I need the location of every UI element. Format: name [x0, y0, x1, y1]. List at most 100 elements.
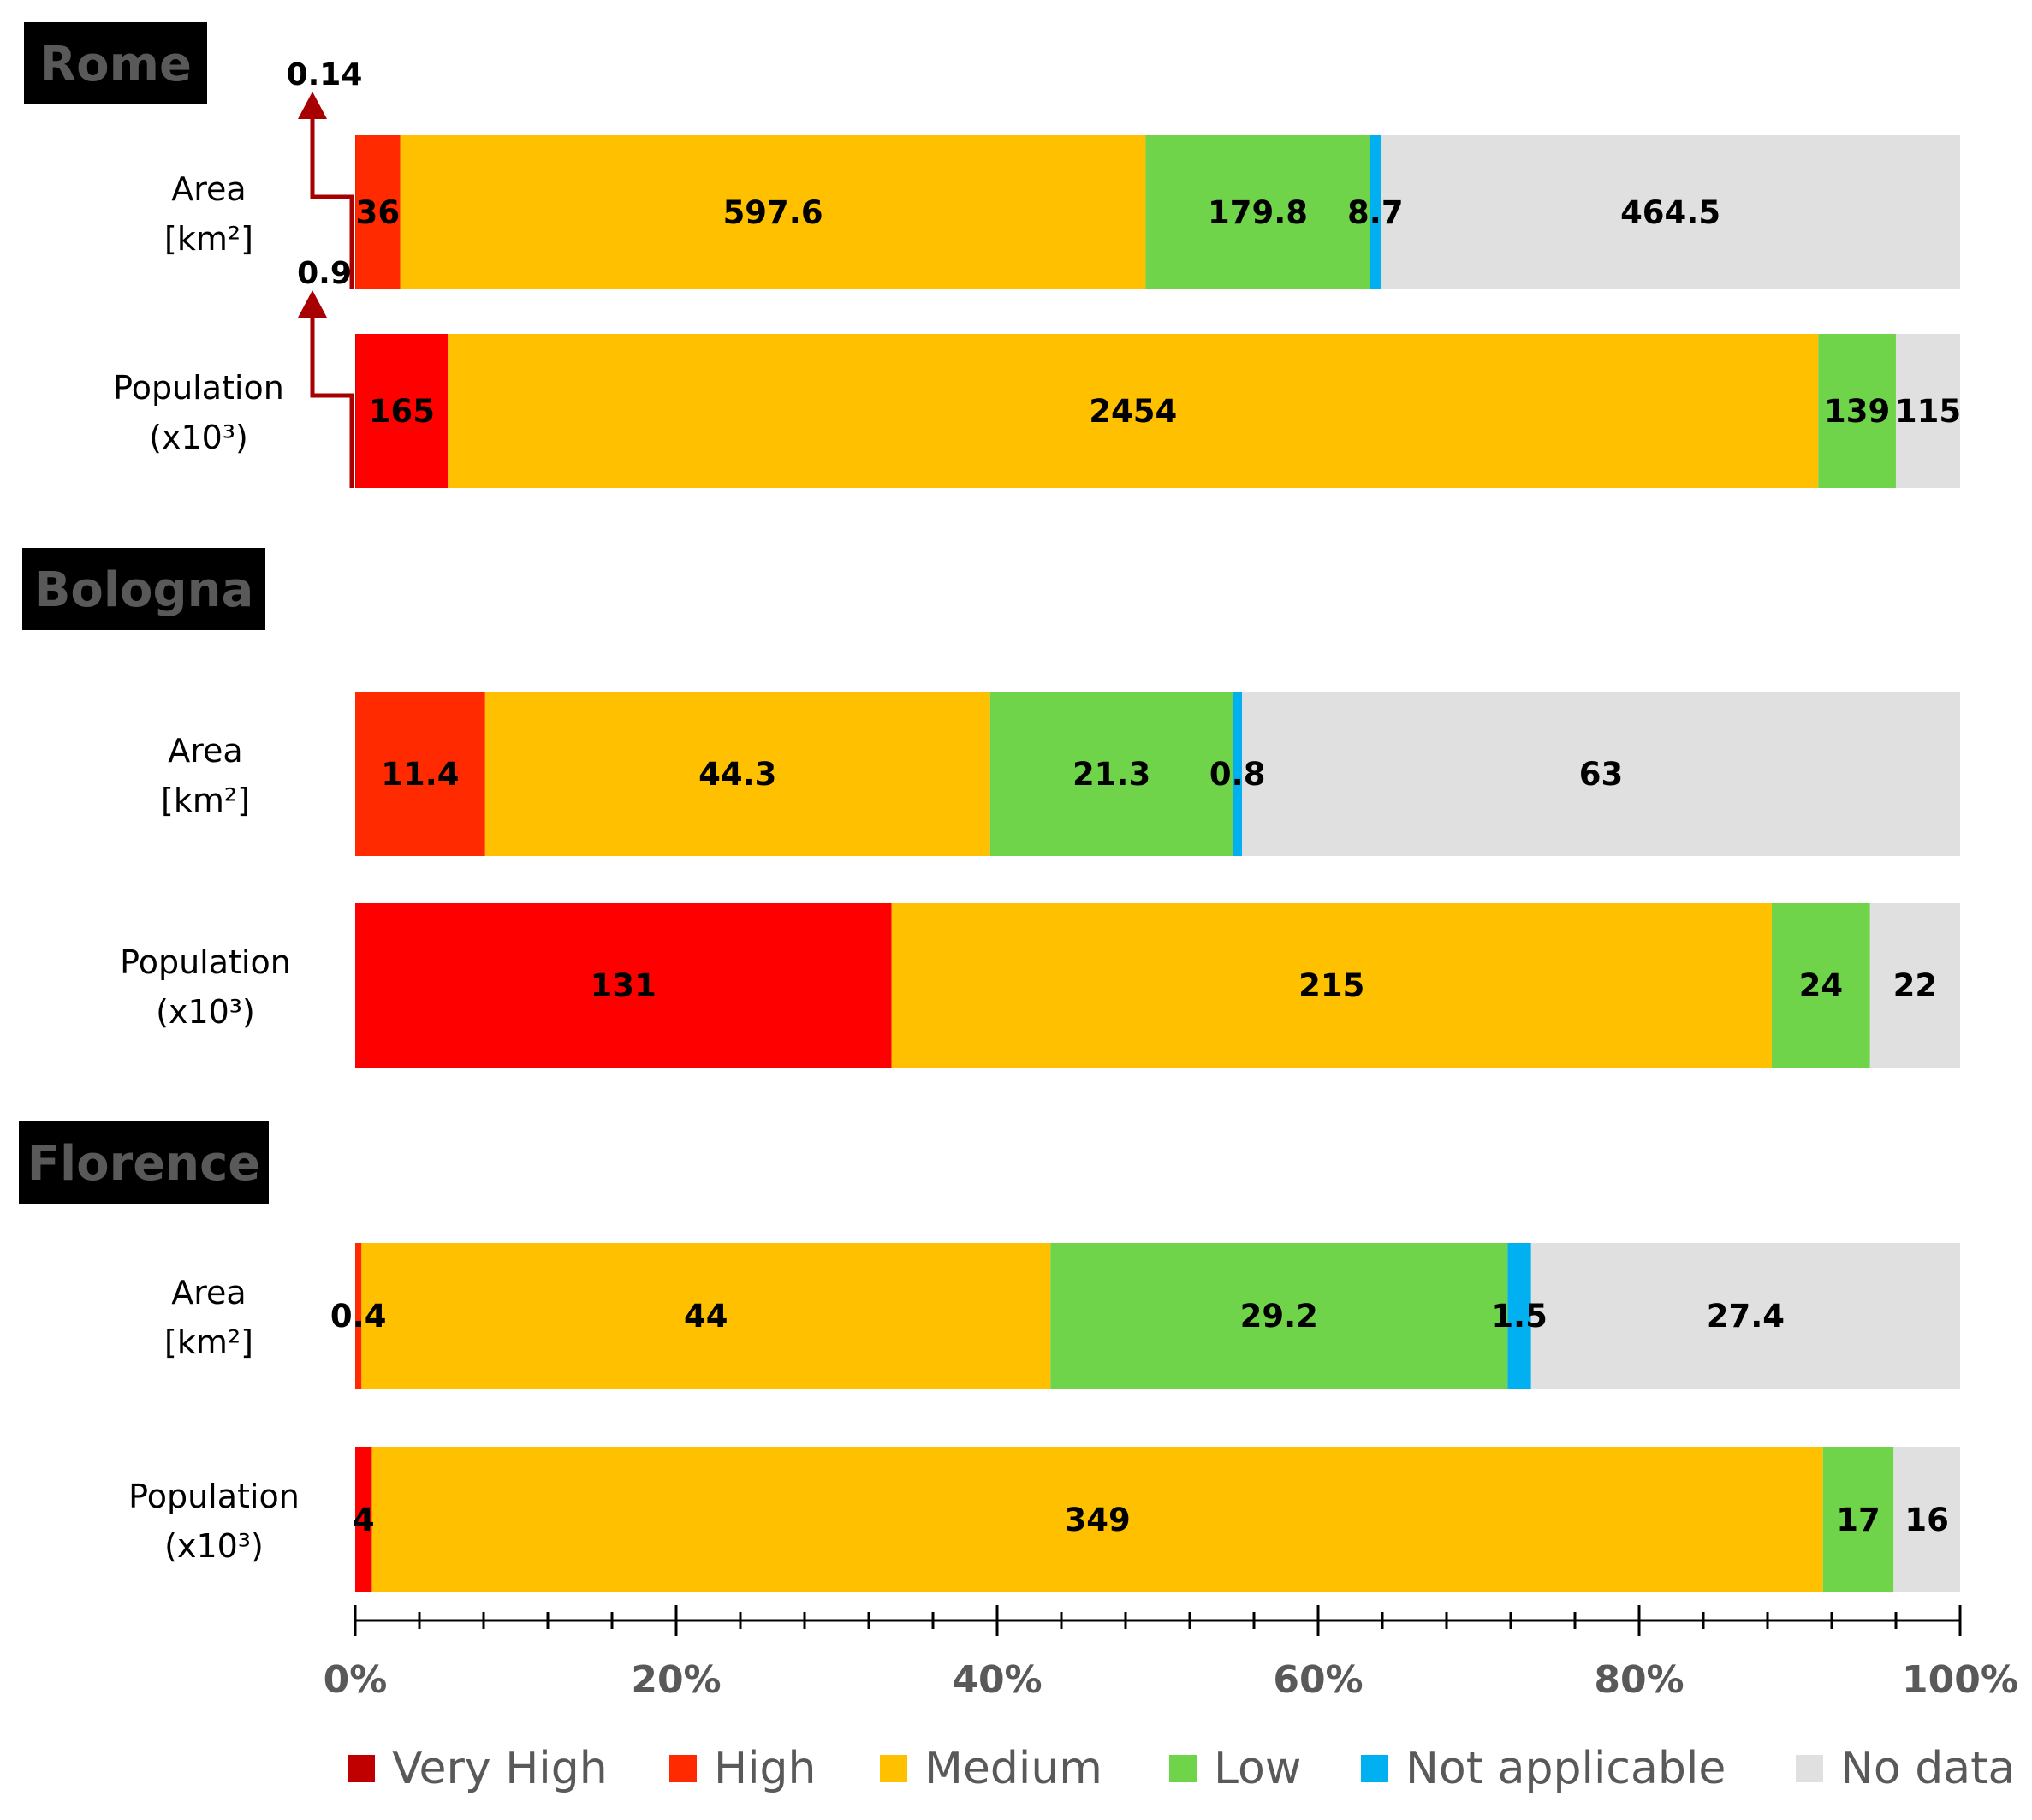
- data-label-low: 139: [1824, 393, 1890, 430]
- bar-row-rome-area: Area [km²] 36 597.6 179.8 8.7 464.5 0.14: [164, 57, 1960, 289]
- callout-arrow-line: [310, 116, 354, 289]
- x-tick-label: 20%: [631, 1658, 721, 1702]
- bar-segment-high: [355, 135, 401, 289]
- data-label-high: 165: [369, 393, 435, 430]
- bar-segment-medium: [361, 1243, 1051, 1389]
- bar-segment-low: [1771, 903, 1870, 1068]
- callout-value: 0.9: [297, 256, 352, 291]
- data-label-low: 24: [1799, 967, 1844, 1004]
- callout-very-high: 0.14: [287, 57, 363, 289]
- data-label-medium: 2454: [1089, 393, 1177, 430]
- callout-arrow-line: [310, 314, 354, 488]
- x-tick-label: 40%: [952, 1658, 1042, 1702]
- bar-segment-no-data: [1242, 692, 1960, 856]
- data-label-high: 11.4: [381, 756, 459, 793]
- bar-row-florence-area: Area [km²] 0.4 44 29.2 1.5 27.4: [164, 1243, 1960, 1389]
- data-label-no-data: 22: [1893, 967, 1938, 1004]
- bar-segment-no-data: [1895, 334, 1960, 488]
- data-label-no-data: 464.5: [1620, 194, 1720, 231]
- legend-item-not-applicable: Not applicable: [1361, 1743, 1726, 1794]
- bar-segment-not-applicable: [1370, 135, 1381, 289]
- row-label-line: Population: [113, 369, 284, 407]
- bar-segment-low: [1818, 334, 1896, 488]
- legend-swatch: [1361, 1755, 1388, 1782]
- legend-item-very-high: Very High: [348, 1743, 608, 1794]
- row-label-line: Area: [168, 732, 242, 770]
- bar-row-florence-population: Population (x10³) 4 349 17 16: [128, 1447, 1960, 1592]
- data-label-low: 21.3: [1072, 756, 1150, 793]
- row-label-line: Area: [171, 170, 246, 208]
- bar-segment-high: [355, 334, 449, 488]
- x-tick-label: 0%: [324, 1658, 388, 1702]
- bar-segment-medium: [400, 135, 1146, 289]
- legend-label: Not applicable: [1405, 1743, 1726, 1794]
- legend-swatch: [1796, 1755, 1823, 1782]
- data-label-medium: 44.3: [698, 756, 776, 793]
- city-panel-bologna: Bologna Area [km²] 11.4 44.3 21.3 0.8 63 Populat…: [22, 548, 1960, 1068]
- x-tick-label: 60%: [1273, 1658, 1363, 1702]
- legend-item-high: High: [669, 1743, 817, 1794]
- bar-segment-high: [355, 692, 485, 856]
- legend: Very High High Medium Low Not applicable No d…: [348, 1743, 2015, 1794]
- bar-segment-low: [1822, 1447, 1894, 1592]
- legend-item-no-data: No data: [1796, 1743, 2015, 1794]
- data-label-high: 4: [353, 1502, 375, 1538]
- data-label-high: 131: [591, 967, 657, 1004]
- bar-segment-medium: [448, 334, 1819, 488]
- bar-segment-no-data: [1530, 1243, 1960, 1389]
- data-label-no-data: 27.4: [1707, 1298, 1785, 1335]
- legend-swatch: [880, 1755, 907, 1782]
- city-title-box: [24, 22, 207, 104]
- data-label-high: 0.4: [330, 1298, 387, 1335]
- legend-label: Medium: [924, 1743, 1102, 1794]
- data-label-medium: 215: [1298, 967, 1364, 1004]
- data-label-no-data: 63: [1579, 756, 1624, 793]
- legend-label: Very High: [392, 1743, 608, 1794]
- city-title-box: [19, 1121, 269, 1204]
- legend-item-low: Low: [1169, 1743, 1301, 1794]
- bar-segment-low: [1050, 1243, 1508, 1389]
- data-label-high: 36: [356, 194, 401, 231]
- bar-segment-no-data: [1381, 135, 1960, 289]
- legend-swatch: [1169, 1755, 1197, 1782]
- city-panel-florence: Florence Area [km²] 0.4 44 29.2 1.5 27.4 Populat…: [19, 1121, 1960, 1592]
- x-tick-label: 100%: [1902, 1658, 2018, 1702]
- callout-arrow-head-icon: [298, 92, 327, 119]
- bar-segment-no-data: [1893, 1447, 1960, 1592]
- x-axis: 0% 20% 40% 60% 80% 100%: [324, 1605, 2018, 1702]
- bar-segment-medium: [371, 1447, 1823, 1592]
- data-label-no-data: 16: [1904, 1502, 1949, 1538]
- bar-segment-medium: [484, 692, 990, 856]
- legend-swatch: [669, 1755, 697, 1782]
- bar-row-bologna-population: Population (x10³) 131 215 24 22: [120, 903, 1960, 1068]
- city-panel-rome: Rome Area [km²] 36 597.6 179.8 8.7 464.5 0.14 Pop…: [24, 22, 1961, 488]
- bar-segment-not-applicable: [1507, 1243, 1531, 1389]
- bar-segment-high: [355, 1243, 362, 1389]
- row-label-line: (x10³): [164, 1527, 264, 1565]
- row-label-line: [km²]: [161, 782, 250, 819]
- data-label-not-applicable: 0.8: [1209, 756, 1266, 793]
- data-label-low: 179.8: [1208, 194, 1308, 231]
- city-title: Florence: [27, 1136, 261, 1192]
- data-label-medium: 349: [1064, 1502, 1130, 1538]
- bar-segment-low: [989, 692, 1233, 856]
- row-label-line: (x10³): [149, 419, 248, 456]
- data-label-low: 17: [1836, 1502, 1880, 1538]
- data-label-no-data: 115: [1895, 393, 1961, 430]
- callout-value: 0.14: [287, 57, 363, 92]
- x-tick-label: 80%: [1594, 1658, 1684, 1702]
- data-label-not-applicable: 8.7: [1347, 194, 1404, 231]
- row-label-line: Population: [128, 1478, 300, 1515]
- legend-item-medium: Medium: [880, 1743, 1102, 1794]
- data-label-medium: 597.6: [723, 194, 823, 231]
- data-label-medium: 44: [684, 1298, 728, 1335]
- city-title-box: [22, 548, 265, 630]
- data-label-low: 29.2: [1240, 1298, 1318, 1335]
- callout-arrow-head-icon: [298, 290, 327, 318]
- bar-segment-high: [355, 1447, 372, 1592]
- bar-row-bologna-area: Area [km²] 11.4 44.3 21.3 0.8 63: [161, 692, 1960, 856]
- bar-segment-not-applicable: [1233, 692, 1243, 856]
- row-label-line: [km²]: [164, 220, 253, 258]
- row-label-line: (x10³): [156, 993, 255, 1031]
